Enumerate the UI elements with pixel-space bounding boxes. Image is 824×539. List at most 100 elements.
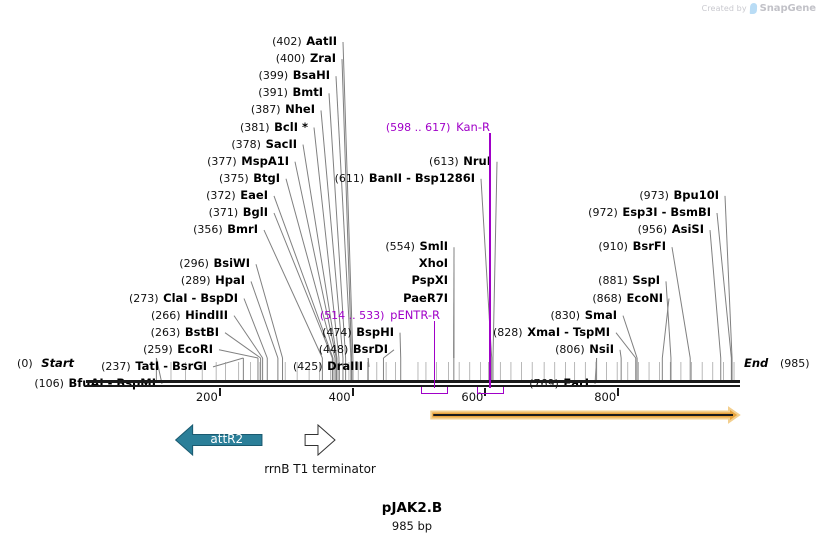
start-label: (0) Start [17,357,74,371]
enzyme-label[interactable]: (769) EarI [529,377,589,391]
enzyme-label[interactable]: (910) BsrFI [598,240,666,254]
feature-label[interactable]: (514 .. 533) pENTR-R [320,308,440,322]
enzyme-label[interactable]: (474) BspHI [322,324,394,339]
enzyme-name: NsiI [589,341,614,356]
enzyme-name: BstBI [184,324,219,339]
enzyme-position: (611) [334,171,365,185]
enzyme-position: (806) [555,342,585,356]
leader-line [709,230,722,359]
enzyme-label[interactable]: (448) BsrDI [318,341,388,356]
feature-arrow-group[interactable] [0,418,824,498]
enzyme-position: (289) [180,274,211,288]
enzyme-label[interactable]: (868) EcoNI [592,291,663,305]
enzyme-label[interactable]: (956) AsiSI [638,223,704,237]
enzyme-position: (868) [592,291,622,305]
feature-bracket [421,387,448,394]
enzyme-name: Bpu10I [673,187,719,202]
enzyme-name: BsaHI [292,68,330,83]
enzyme-position: (296) [179,257,209,271]
feature-arrow[interactable] [174,423,263,457]
enzyme-label[interactable]: (881) SspI [598,274,660,288]
enzyme-label[interactable]: (806) NsiI [555,341,614,356]
enzyme-position: (356) [193,223,223,237]
ruler-tick-800 [617,388,620,396]
orange-arrow-shape[interactable] [430,406,741,424]
enzyme-name: PaeR7I [403,290,448,305]
enzyme-position: (391) [258,86,288,100]
enzyme-label[interactable]: (387) NheI [250,103,315,117]
enzyme-label[interactable]: (296) BsiWI [179,257,250,271]
leader-line [212,357,244,368]
enzyme-label[interactable]: (400) ZraI [275,51,336,66]
enzyme-label[interactable]: (263) BstBI [151,324,219,339]
enzyme-name: BclI * [274,119,308,134]
enzyme-position: (387) [250,103,281,117]
enzyme-name: Esp3I - BsmBI [622,205,711,219]
enzyme-name: BsrDI [352,341,388,356]
enzyme-position: (259) [143,342,173,356]
enzyme-name: ZraI [309,51,336,66]
enzyme-name: BfuAI - BspMI [68,376,156,390]
leader-line [716,212,732,359]
enzyme-name: MspA1I [241,153,289,168]
snapgene-logo-icon [749,3,757,14]
enzyme-label[interactable]: (372) EaeI [206,187,268,202]
feature-arrow[interactable] [304,423,336,457]
enzyme-label[interactable]: PaeR7I [403,290,448,305]
enzyme-label[interactable]: (371) BglI [208,206,268,220]
enzyme-label[interactable]: (830) SmaI [551,308,618,322]
enzyme-label[interactable]: (289) HpaI [180,273,245,288]
enzyme-position: (474) [322,325,352,339]
feature-label[interactable]: (598 .. 617) Kan-R [385,120,490,134]
enzyme-label[interactable]: (266) HindIII [151,308,228,322]
kan-r-feature-arrow[interactable] [0,400,824,440]
enzyme-label[interactable]: (378) SacII [231,136,297,151]
enzyme-label[interactable]: (399) BsaHI [259,68,330,83]
enzyme-position: (378) [231,137,261,151]
enzyme-position: (910) [598,240,628,254]
enzyme-label[interactable]: (425) DraIII [293,358,363,373]
feature-arrow-label: rrnB T1 terminator [264,462,376,476]
leader-line [250,281,279,359]
enzyme-position: (400) [275,52,306,66]
enzyme-label[interactable]: XhoI [419,257,448,270]
enzyme-label[interactable]: (613) NruI [429,154,491,168]
enzyme-label[interactable]: (106) BfuAI - BspMI [34,376,156,391]
enzyme-name: EaeI [240,187,268,202]
enzyme-label[interactable]: (356) BmrI [193,223,258,237]
enzyme-label[interactable]: (381) BclI * [239,119,308,134]
leader-line [263,229,323,359]
enzyme-name: SacII [265,136,297,151]
enzyme-label[interactable]: (377) MspA1I [207,153,289,168]
feature-bracket [477,387,504,394]
enzyme-label[interactable]: (375) BtgI [219,171,280,185]
enzyme-label[interactable]: (973) Bpu10I [639,187,719,202]
enzyme-label[interactable]: (259) EcoRI [143,342,213,356]
feature-stem [489,132,491,388]
enzyme-name: BspHI [356,324,394,339]
enzyme-name: DraIII [327,358,363,373]
enzyme-label[interactable]: (391) BmtI [258,86,323,100]
enzyme-label[interactable]: (273) ClaI - BspDI [128,290,238,305]
feature-range: (598 .. 617) [385,120,451,134]
leader-line [671,247,691,359]
enzyme-label[interactable]: (554) SmlI [385,240,448,254]
enzyme-position: (372) [206,188,236,202]
enzyme-label[interactable]: PspXI [412,274,448,287]
enzyme-name: HpaI [215,273,245,288]
backbone-line-1 [86,380,740,383]
enzyme-name: XmaI - TspMI [527,324,610,339]
enzyme-position: (448) [318,342,349,356]
enzyme-label[interactable]: (828) XmaI - TspMI [493,324,610,339]
enzyme-label[interactable]: (611) BanII - Bsp1286I [334,171,475,185]
enzyme-label[interactable]: (402) AatII [272,35,337,49]
enzyme-position: (273) [128,291,159,305]
enzyme-label[interactable]: (972) Esp3I - BsmBI [588,205,711,220]
enzyme-position: (381) [239,120,270,134]
plasmid-title: pJAK2.B 985 bp [0,500,824,533]
ruler-tick-label-800: 800 [594,390,617,404]
enzyme-name: ClaI - BspDI [163,290,238,305]
end-label: End (985) [744,357,810,371]
enzyme-position: (371) [208,206,239,219]
enzyme-label[interactable]: (237) TatI - BsrGI [101,359,207,373]
